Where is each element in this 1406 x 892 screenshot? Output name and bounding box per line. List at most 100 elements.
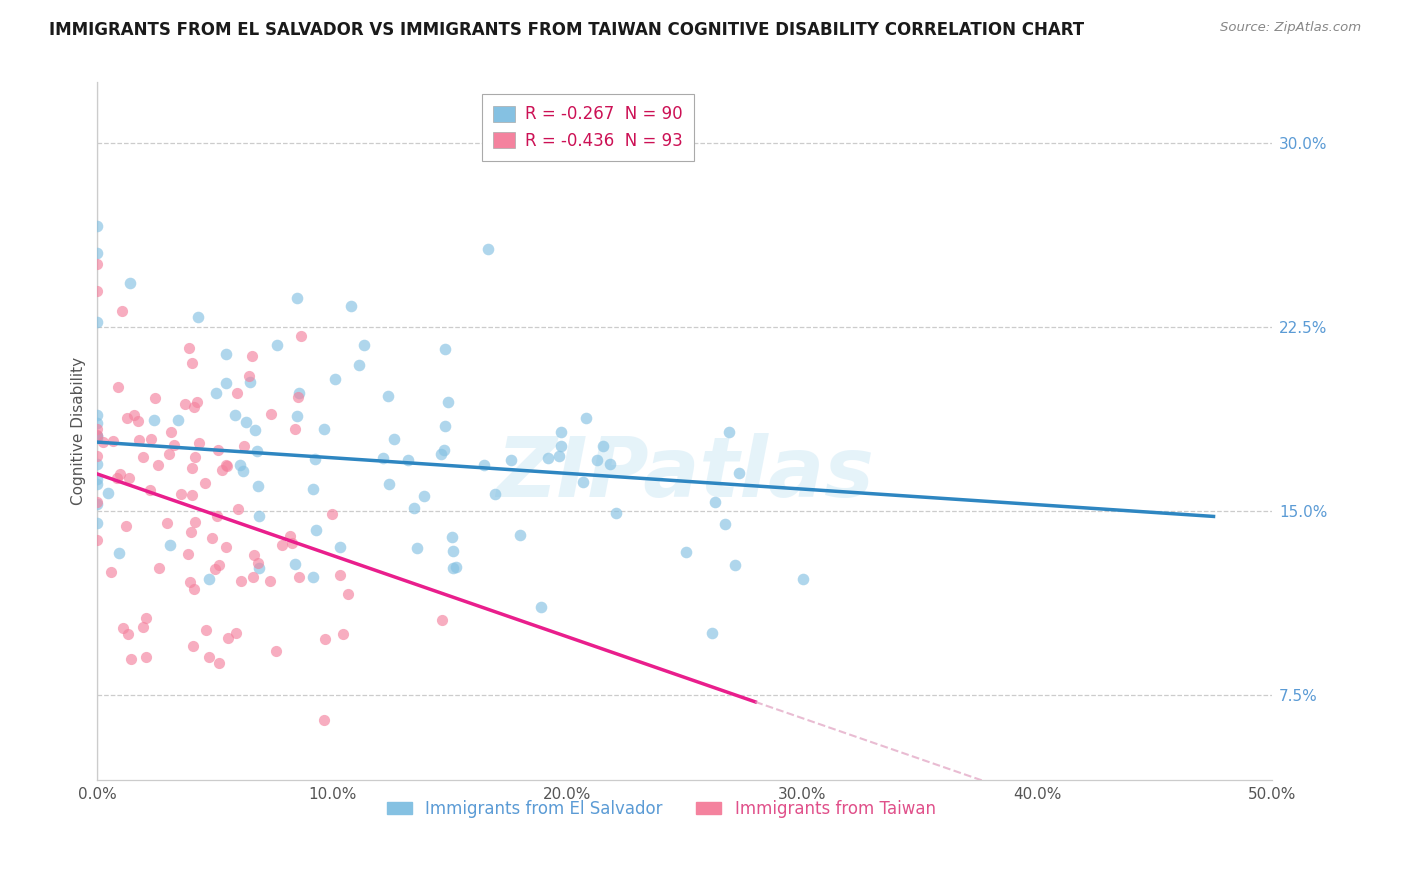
Point [432, 613, 454, 627]
Point [110, 467, 132, 481]
Point [201, 531, 224, 545]
Point [247, 508, 270, 523]
Point [118, 276, 141, 290]
Point [284, 557, 307, 571]
Point [484, 486, 506, 500]
Point [86, 516, 108, 530]
Point [86, 497, 108, 511]
Point [135, 611, 157, 625]
Point [226, 502, 249, 516]
Point [301, 570, 323, 584]
Point [675, 545, 697, 559]
Point [339, 299, 361, 313]
Point [240, 349, 263, 363]
Point [184, 450, 207, 465]
Point [247, 479, 270, 493]
Point [86, 408, 108, 422]
Point [135, 649, 157, 664]
Point [724, 558, 747, 573]
Point [301, 482, 323, 496]
Point [208, 558, 231, 572]
Point [441, 543, 464, 558]
Point [110, 304, 132, 318]
Point [180, 488, 202, 502]
Text: ZIPatlas: ZIPatlas [496, 433, 873, 514]
Point [143, 412, 166, 426]
Point [323, 371, 346, 385]
Point [232, 465, 254, 479]
Point [714, 516, 737, 531]
Text: IMMIGRANTS FROM EL SALVADOR VS IMMIGRANTS FROM TAIWAN COGNITIVE DISABILITY CORRE: IMMIGRANTS FROM EL SALVADOR VS IMMIGRANT… [49, 21, 1084, 38]
Point [86, 431, 108, 445]
Point [287, 391, 309, 405]
Point [264, 644, 287, 658]
Point [148, 458, 170, 473]
Legend: Immigrants from El Salvador, Immigrants from Taiwan: Immigrants from El Salvador, Immigrants … [381, 793, 942, 824]
Point [437, 395, 460, 409]
Point [115, 518, 138, 533]
Point [180, 525, 202, 540]
Point [285, 291, 308, 305]
Point [382, 433, 405, 447]
Point [86, 245, 108, 260]
Point [235, 415, 257, 429]
Point [111, 621, 134, 635]
Point [148, 561, 170, 575]
Point [157, 446, 180, 460]
Point [188, 436, 211, 450]
Point [305, 523, 328, 537]
Text: Source: ZipAtlas.com: Source: ZipAtlas.com [1220, 21, 1361, 34]
Point [592, 438, 614, 452]
Point [86, 457, 108, 471]
Point [336, 586, 359, 600]
Point [434, 419, 457, 434]
Point [159, 538, 181, 552]
Point [413, 489, 436, 503]
Point [205, 385, 228, 400]
Point [124, 408, 146, 422]
Point [86, 428, 108, 442]
Point [377, 389, 399, 403]
Point [433, 443, 456, 458]
Point [405, 541, 427, 556]
Point [128, 433, 150, 447]
Point [509, 527, 531, 541]
Point [314, 632, 336, 646]
Point [100, 565, 122, 579]
Point [373, 451, 395, 466]
Point [259, 574, 281, 589]
Point [207, 443, 229, 458]
Point [266, 338, 288, 352]
Y-axis label: Cognitive Disability: Cognitive Disability [72, 357, 86, 505]
Point [260, 407, 283, 421]
Point [242, 570, 264, 584]
Point [270, 537, 292, 551]
Point [703, 495, 725, 509]
Point [571, 475, 593, 489]
Point [792, 572, 814, 586]
Point [215, 376, 238, 390]
Point [550, 439, 572, 453]
Point [238, 369, 260, 384]
Point [396, 453, 419, 467]
Point [605, 506, 627, 520]
Point [280, 529, 302, 543]
Point [205, 509, 228, 524]
Point [176, 547, 198, 561]
Point [224, 409, 246, 423]
Point [599, 457, 621, 471]
Point [281, 536, 304, 550]
Point [86, 219, 108, 233]
Point [163, 438, 186, 452]
Point [246, 443, 269, 458]
Point [547, 449, 569, 463]
Point [290, 328, 312, 343]
Point [231, 574, 253, 589]
Point [402, 500, 425, 515]
Point [86, 477, 108, 491]
Point [232, 439, 254, 453]
Point [181, 639, 204, 653]
Point [284, 422, 307, 436]
Point [127, 414, 149, 428]
Point [132, 620, 155, 634]
